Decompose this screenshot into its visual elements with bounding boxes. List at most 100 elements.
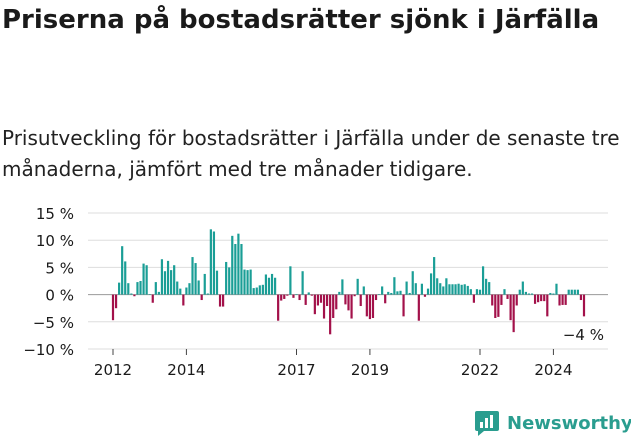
bar xyxy=(503,289,506,295)
bar xyxy=(530,293,534,295)
bar xyxy=(494,294,497,318)
bar xyxy=(377,294,381,295)
bar xyxy=(310,294,313,296)
bar xyxy=(111,294,115,321)
bar xyxy=(387,291,390,295)
bar xyxy=(341,279,344,295)
bar xyxy=(420,283,423,295)
bar xyxy=(209,229,212,295)
bars xyxy=(111,229,586,335)
bar xyxy=(546,294,549,317)
x-tick-label: 2019 xyxy=(351,361,389,379)
bar xyxy=(537,294,540,303)
bar xyxy=(549,292,552,295)
bar xyxy=(121,246,124,295)
y-tick-label: 15 % xyxy=(36,205,74,223)
bar xyxy=(206,293,209,295)
bar xyxy=(448,284,451,295)
bar xyxy=(319,294,323,303)
bar xyxy=(374,294,378,301)
bar xyxy=(353,294,356,297)
bar xyxy=(500,294,503,305)
bar xyxy=(231,235,234,295)
bar xyxy=(322,294,326,319)
bar xyxy=(475,289,479,295)
bar xyxy=(182,294,185,306)
y-tick-label: −5 % xyxy=(33,314,74,332)
bar xyxy=(359,294,362,307)
bar xyxy=(185,287,188,295)
brand-name: Newsworthy xyxy=(507,412,631,434)
bar xyxy=(200,294,203,301)
bar xyxy=(433,257,436,295)
y-tick-label: 0 % xyxy=(45,287,74,305)
y-tick-label: −10 % xyxy=(23,341,74,359)
y-axis-ticks: 15 % 10 % 5 % 0 % −5 % −10 % xyxy=(23,205,74,359)
x-tick-label: 2022 xyxy=(461,361,499,379)
bar xyxy=(307,292,310,295)
bar xyxy=(243,269,246,295)
bar xyxy=(393,277,396,295)
bar xyxy=(555,283,558,295)
bar xyxy=(429,273,433,295)
x-tick-label: 2012 xyxy=(94,361,132,379)
x-tick-label: 2024 xyxy=(534,361,572,379)
bar xyxy=(148,294,151,295)
bar xyxy=(347,294,350,311)
bar xyxy=(194,263,197,295)
bar xyxy=(157,291,160,295)
bar xyxy=(277,294,280,321)
bar xyxy=(249,269,252,295)
bar xyxy=(289,266,292,295)
bar-chart: 15 % 10 % 5 % 0 % −5 % −10 % 2012 2014 2017 2019… xyxy=(23,205,608,379)
bar xyxy=(466,285,469,295)
bar xyxy=(533,294,537,304)
bar xyxy=(274,277,277,295)
bar xyxy=(463,284,466,295)
bar xyxy=(509,294,512,321)
bar xyxy=(582,294,586,317)
bar xyxy=(252,288,255,295)
bar xyxy=(402,294,405,317)
bar xyxy=(423,294,427,297)
bar xyxy=(142,263,145,295)
bar xyxy=(222,294,225,307)
bar xyxy=(491,294,494,306)
bar xyxy=(518,289,521,295)
bar xyxy=(179,288,182,295)
newsworthy-logo: Newsworthy xyxy=(474,409,631,437)
bar xyxy=(166,260,170,295)
bar xyxy=(371,294,375,318)
bar xyxy=(460,284,463,295)
bar xyxy=(573,289,576,295)
bar xyxy=(524,291,527,295)
bar xyxy=(176,281,179,295)
bar xyxy=(390,292,393,295)
bar xyxy=(472,294,475,303)
bar xyxy=(436,278,439,295)
bar xyxy=(283,294,286,299)
y-tick-label: 5 % xyxy=(45,259,74,277)
bar xyxy=(405,281,408,295)
bar xyxy=(552,293,555,295)
bar xyxy=(332,294,335,318)
bar xyxy=(414,283,417,295)
bar xyxy=(124,261,127,295)
bar xyxy=(170,270,173,295)
bar xyxy=(338,291,341,295)
bar xyxy=(451,284,454,295)
bar xyxy=(264,274,268,295)
bar xyxy=(240,244,243,295)
bar xyxy=(540,294,543,302)
bar xyxy=(396,291,399,295)
x-tick-label: 2017 xyxy=(277,361,315,379)
bar xyxy=(344,294,347,305)
bar xyxy=(485,278,488,295)
bar xyxy=(558,294,561,306)
bar xyxy=(258,285,261,295)
bar xyxy=(203,273,206,295)
bar xyxy=(335,294,338,310)
bar xyxy=(215,270,219,295)
x-axis-ticks: 2012 2014 2017 2019 2022 2024 xyxy=(94,349,573,379)
bar xyxy=(469,289,472,295)
